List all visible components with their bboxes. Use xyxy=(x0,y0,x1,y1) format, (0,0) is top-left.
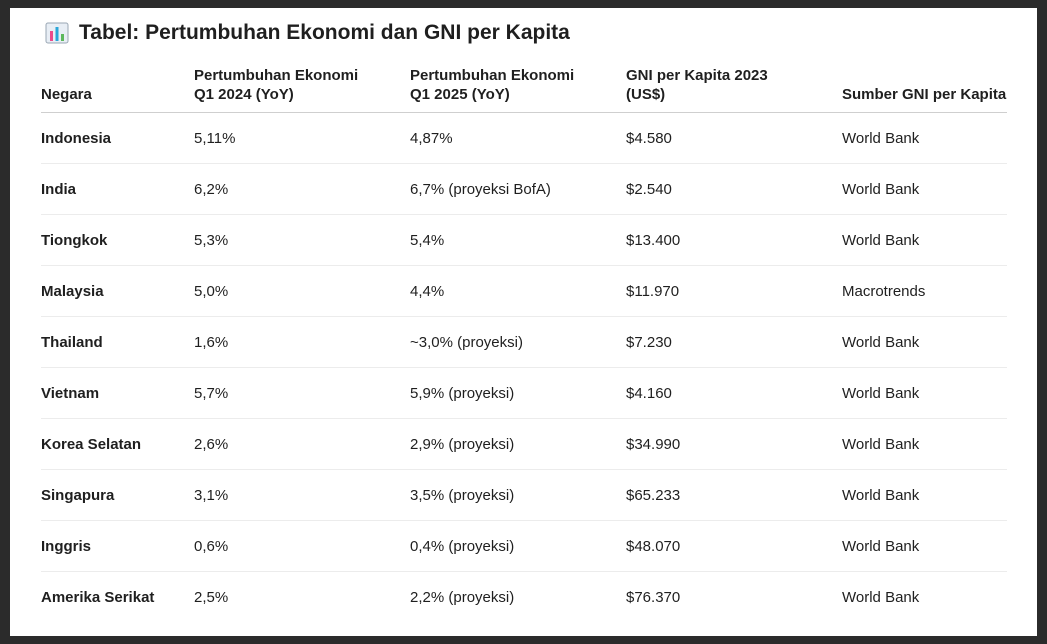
column-header: Negara xyxy=(41,66,194,113)
cell: 5,4% xyxy=(410,214,626,266)
cell: Tiongkok xyxy=(41,214,194,266)
cell: ~3,0% (proyeksi) xyxy=(410,316,626,368)
header-line: Q1 2025 (YoY) xyxy=(410,86,510,103)
table-row: India 6,2% 6,7% (proyeksi BofA) $2.540 World… xyxy=(41,163,1007,215)
cell: 6,7% (proyeksi BofA) xyxy=(410,163,626,215)
cell: 1,6% xyxy=(194,316,410,368)
cell: World Bank xyxy=(842,520,1007,572)
cell: World Bank xyxy=(842,418,1007,470)
cell: India xyxy=(41,163,194,215)
cell: 6,2% xyxy=(194,163,410,215)
table-row: Singapura 3,1% 3,5% (proyeksi) $65.233 World… xyxy=(41,469,1007,521)
cell: $2.540 xyxy=(626,163,842,215)
header-line: Negara xyxy=(41,86,92,103)
cell: Amerika Serikat xyxy=(41,588,155,606)
cell: $13.400 xyxy=(626,214,842,266)
header-line: GNI per Kapita 2023 xyxy=(626,67,768,84)
cell: World Bank xyxy=(842,214,1007,266)
cell: 4,4% xyxy=(410,265,626,317)
cell: 2,2% (proyeksi) xyxy=(410,588,515,606)
cell: 3,5% (proyeksi) xyxy=(410,469,626,521)
cell: 0,6% xyxy=(194,520,410,572)
table-row: Inggris 0,6% 0,4% (proyeksi) $48.070 World B… xyxy=(41,520,1007,572)
cell: 5,0% xyxy=(194,265,410,317)
header-line: Pertumbuhan Ekonomi xyxy=(194,67,359,84)
column-header: Pertumbuhan Ekonomi Q1 2025 (YoY) xyxy=(410,66,626,113)
cell: 2,9% (proyeksi) xyxy=(410,418,626,470)
cell: Indonesia xyxy=(41,112,194,164)
cell: Singapura xyxy=(41,469,194,521)
cell: $11.970 xyxy=(626,265,842,317)
cell: Inggris xyxy=(41,520,194,572)
column-header: Pertumbuhan Ekonomi Q1 2024 (YoY) xyxy=(194,66,410,113)
cell: World Bank xyxy=(842,112,1007,164)
cell: World Bank xyxy=(842,588,920,606)
cell: 5,3% xyxy=(194,214,410,266)
column-header: GNI per Kapita 2023 (US$) xyxy=(626,66,842,113)
title: Tabel: Pertumbuhan Ekonomi dan GNI per K… xyxy=(79,21,570,44)
cell: 2,5% xyxy=(194,588,229,606)
header-line: Pertumbuhan Ekonomi xyxy=(410,67,575,84)
cell: $76.370 xyxy=(626,588,681,606)
table-row: Tiongkok 5,3% 5,4% $13.400 World Bank xyxy=(41,214,1007,266)
cell: 2,6% xyxy=(194,418,410,470)
column-header: Sumber GNI per Kapita xyxy=(842,66,1007,113)
cell: $34.990 xyxy=(626,418,842,470)
cell: $4.580 xyxy=(626,112,842,164)
cell: Korea Selatan xyxy=(41,418,194,470)
cell: World Bank xyxy=(842,469,1007,521)
cell: 4,87% xyxy=(410,112,626,164)
cell: 3,1% xyxy=(194,469,410,521)
panel: Tabel: Pertumbuhan Ekonomi dan GNI per K… xyxy=(10,8,1037,636)
cell: Vietnam xyxy=(41,367,194,419)
table-row: Korea Selatan 2,6% 2,9% (proyeksi) $34.990 W… xyxy=(41,418,1007,470)
cell: 0,4% (proyeksi) xyxy=(410,520,626,572)
table-row: Amerika Serikat 2,5% 2,2% (proyeksi) $76.37… xyxy=(41,572,1007,623)
cell: 5,7% xyxy=(194,367,410,419)
cell: Malaysia xyxy=(41,265,194,317)
cell: $65.233 xyxy=(626,469,842,521)
cell: 5,11% xyxy=(194,112,410,164)
header-line: (US$) xyxy=(626,86,666,103)
table: Negara Pertumbuhan Ekonomi Q1 2024 (YoY) Pe… xyxy=(41,66,1007,622)
header-line: Sumber GNI per Kapita xyxy=(842,86,1007,103)
header-row: Negara Pertumbuhan Ekonomi Q1 2024 (YoY) Pe… xyxy=(41,66,1007,113)
cell: $4.160 xyxy=(626,367,842,419)
table-row: Vietnam 5,7% 5,9% (proyeksi) $4.160 World Ba… xyxy=(41,367,1007,419)
table-row: Indonesia 5,11% 4,87% $4.580 World Bank xyxy=(41,112,1007,164)
header-line: Q1 2024 (YoY) xyxy=(194,86,294,103)
cell: World Bank xyxy=(842,367,1007,419)
table-row: Malaysia 5,0% 4,4% $11.970 Macrotrends xyxy=(41,265,1007,317)
cell: World Bank xyxy=(842,316,1007,368)
cell: Thailand xyxy=(41,316,194,368)
cell: $7.230 xyxy=(626,316,842,368)
cell: 5,9% (proyeksi) xyxy=(410,367,626,419)
cell: Macrotrends xyxy=(842,265,1007,317)
chart-icon xyxy=(45,22,69,44)
cell: World Bank xyxy=(842,163,1007,215)
table-row: Thailand 1,6% ~3,0% (proyeksi) $7.230 World … xyxy=(41,316,1007,368)
cell: $48.070 xyxy=(626,520,842,572)
title-row: Tabel: Pertumbuhan Ekonomi dan GNI per K… xyxy=(45,18,570,48)
